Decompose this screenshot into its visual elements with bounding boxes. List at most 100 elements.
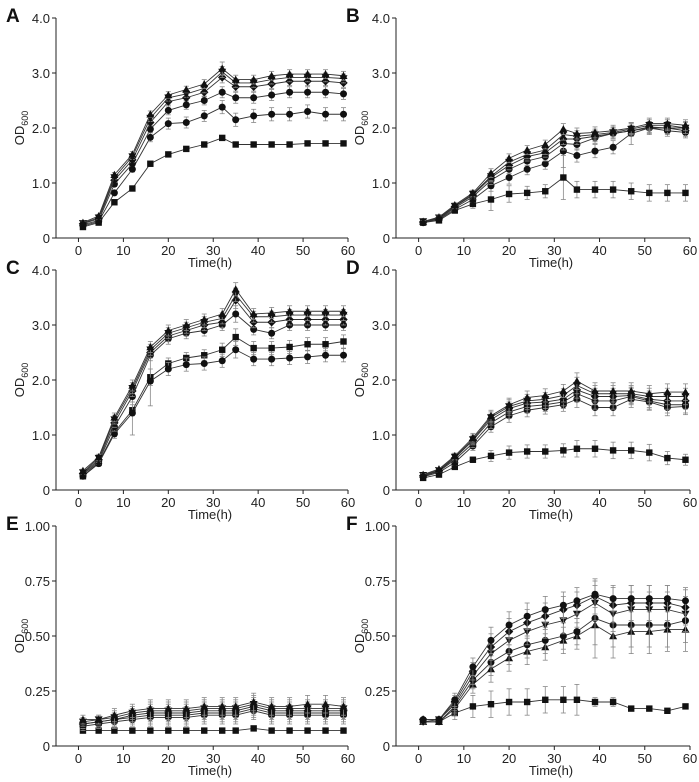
data-point xyxy=(164,326,173,334)
data-point xyxy=(128,165,136,173)
data-point xyxy=(340,338,347,345)
data-point xyxy=(128,409,136,417)
data-point xyxy=(505,621,513,629)
y-tick-label: 3.0 xyxy=(32,318,50,333)
data-point xyxy=(628,705,635,712)
data-point xyxy=(200,97,208,104)
panel-e: E0 10 20 30 40 50 6000.250.500.751.00Time(h)OD… xyxy=(6,514,355,778)
x-tick-label: 20 xyxy=(161,751,175,766)
data-point xyxy=(486,169,495,177)
data-point xyxy=(219,727,226,734)
data-point xyxy=(609,447,617,454)
data-point xyxy=(218,103,226,111)
data-point xyxy=(182,361,190,369)
y-axis-label: OD600 xyxy=(12,619,30,654)
series-line xyxy=(423,124,686,222)
data-point xyxy=(147,727,154,734)
data-point xyxy=(110,189,118,197)
data-point xyxy=(200,112,208,120)
y-tick-label: 4.0 xyxy=(372,11,390,26)
data-point xyxy=(321,307,330,315)
data-point xyxy=(183,727,190,734)
data-point xyxy=(541,160,549,168)
data-point xyxy=(219,134,226,142)
data-point xyxy=(664,189,671,197)
data-point xyxy=(523,165,531,173)
y-tick-label: 0.75 xyxy=(25,574,50,589)
series-line xyxy=(82,710,344,727)
data-point xyxy=(505,174,513,181)
data-point xyxy=(559,632,567,640)
y-tick-label: 1.0 xyxy=(372,176,390,191)
data-point xyxy=(340,351,348,359)
data-point xyxy=(682,189,689,197)
data-point xyxy=(183,145,190,153)
data-point xyxy=(250,112,258,120)
data-point xyxy=(110,430,118,438)
data-point xyxy=(322,351,330,359)
data-point xyxy=(267,308,276,317)
data-point xyxy=(200,315,209,323)
data-point xyxy=(627,124,636,132)
series-line xyxy=(423,398,686,478)
x-tick-label: 20 xyxy=(502,751,516,766)
series-6 xyxy=(78,692,348,725)
x-tick-label: 30 xyxy=(206,243,220,258)
data-point xyxy=(591,698,599,706)
data-point xyxy=(268,141,275,148)
series-1 xyxy=(419,155,689,226)
data-point xyxy=(469,663,477,671)
y-tick-label: 0 xyxy=(383,231,390,246)
data-point xyxy=(303,700,312,708)
y-tick-label: 4.0 xyxy=(32,11,50,26)
data-point xyxy=(487,196,495,203)
data-point xyxy=(146,133,154,141)
x-tick-label: 40 xyxy=(592,751,606,766)
data-point xyxy=(339,71,348,79)
data-point xyxy=(218,88,226,96)
data-point xyxy=(268,91,276,99)
x-tick-label: 60 xyxy=(341,243,355,258)
data-point xyxy=(663,595,671,603)
series-6 xyxy=(419,580,689,724)
data-point xyxy=(451,463,458,471)
data-point xyxy=(303,70,312,78)
data-point xyxy=(609,143,617,151)
data-point xyxy=(645,389,654,397)
data-point xyxy=(663,119,672,127)
data-point xyxy=(146,377,154,385)
series-6 xyxy=(78,282,348,474)
data-point xyxy=(164,120,172,128)
data-point xyxy=(164,106,172,114)
data-point xyxy=(165,151,172,158)
data-point xyxy=(232,94,240,102)
data-point xyxy=(591,590,599,598)
series-line xyxy=(82,68,344,224)
series-line xyxy=(82,299,344,474)
y-axis-label: OD600 xyxy=(12,111,30,146)
data-point xyxy=(321,70,330,78)
data-point xyxy=(505,190,513,198)
series-line xyxy=(82,703,344,723)
data-point xyxy=(164,365,172,373)
x-tick-label: 50 xyxy=(296,751,310,766)
series-line xyxy=(423,389,686,477)
data-point xyxy=(486,411,495,419)
data-point xyxy=(451,696,459,704)
data-point xyxy=(129,185,136,192)
data-point xyxy=(286,727,293,734)
x-tick-label: 50 xyxy=(296,495,310,510)
x-tick-label: 30 xyxy=(206,751,220,766)
data-point xyxy=(321,700,330,708)
data-point xyxy=(146,125,154,133)
data-point xyxy=(128,706,137,714)
series-line xyxy=(423,384,686,476)
x-tick-label: 40 xyxy=(251,751,265,766)
data-point xyxy=(111,727,118,734)
data-point xyxy=(419,716,427,724)
panel-label: F xyxy=(346,514,358,535)
data-point xyxy=(450,201,459,209)
y-axis-label-main: OD xyxy=(352,378,367,398)
data-point xyxy=(78,715,87,723)
